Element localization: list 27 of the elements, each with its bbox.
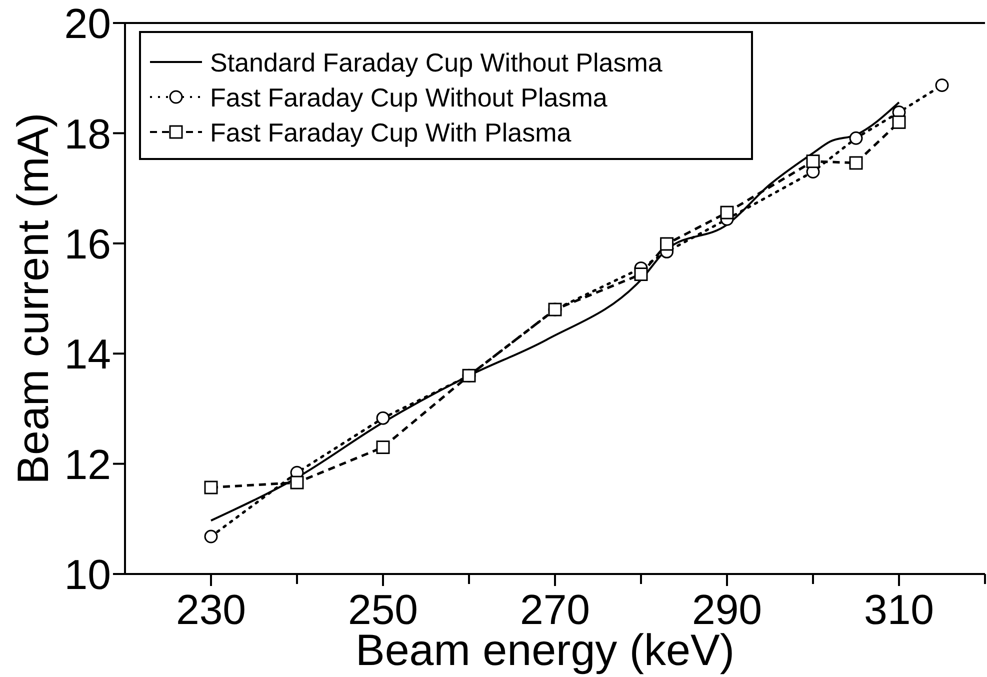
legend-label: Standard Faraday Cup Without Plasma (210, 47, 663, 78)
point (376, 440, 390, 454)
point (290, 476, 304, 490)
point (806, 154, 820, 168)
y-tick-label: 20 (64, 0, 111, 48)
point (849, 156, 863, 170)
x-tick-label: 230 (176, 586, 246, 633)
point (204, 480, 218, 494)
point (376, 411, 390, 425)
point (634, 268, 648, 282)
point (660, 237, 674, 251)
x-tick-label: 310 (864, 586, 934, 633)
y-tick-label: 16 (64, 220, 111, 268)
y-tick-label: 12 (64, 440, 111, 488)
y-tick-label: 14 (64, 330, 111, 378)
y-axis-title: Beam current (mA) (9, 112, 58, 484)
point (720, 206, 734, 220)
point (892, 115, 906, 129)
point (935, 78, 949, 92)
point (548, 302, 562, 316)
legend-label: Fast Faraday Cup Without Plasma (210, 82, 608, 112)
point (204, 530, 218, 544)
point (462, 368, 476, 382)
y-tick-label: 10 (64, 551, 111, 598)
legend-label: Fast Faraday Cup With Plasma (210, 117, 572, 148)
point (849, 131, 863, 145)
y-tick-label: 18 (64, 110, 111, 158)
